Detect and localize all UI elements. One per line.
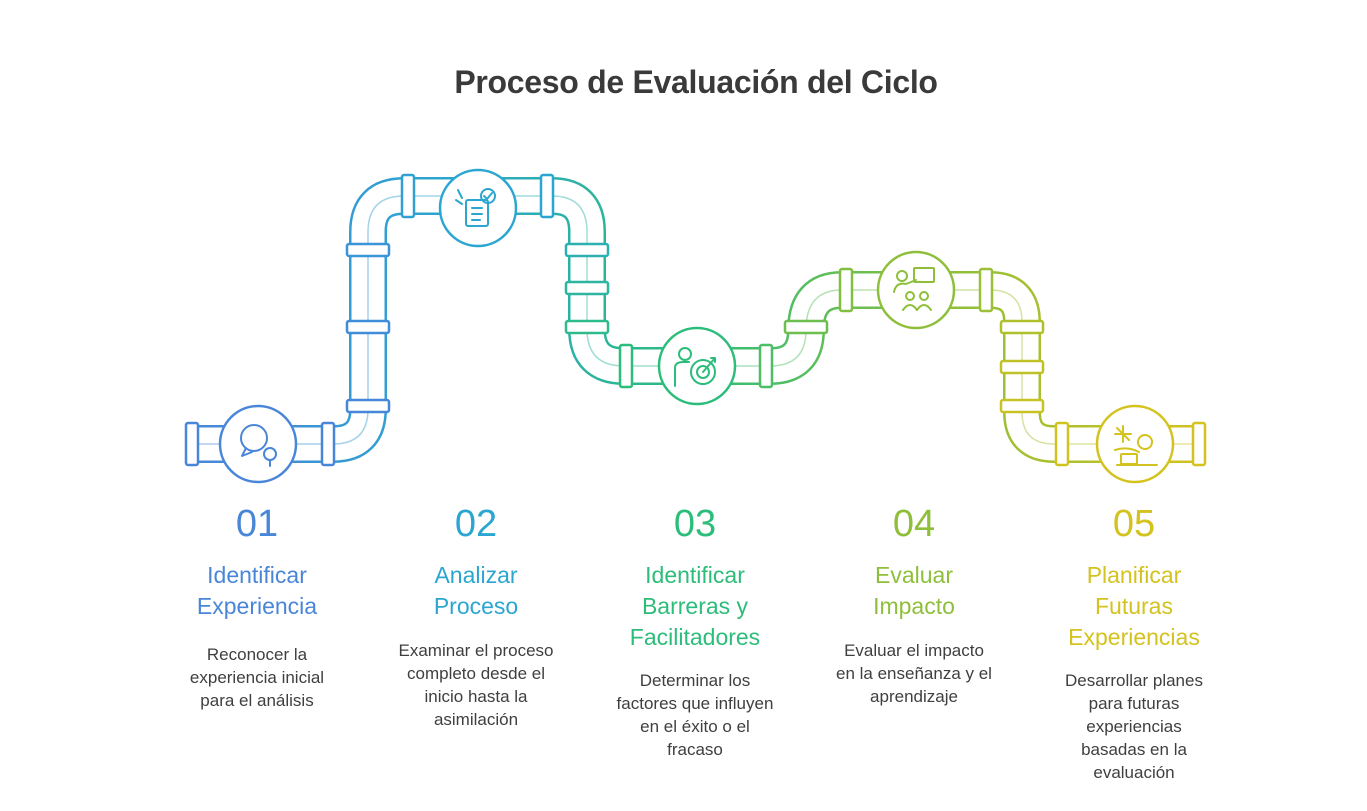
pipeline-diagram: [184, 168, 1207, 484]
teacher-students-icon: [876, 250, 956, 330]
step-number: 04: [892, 503, 936, 545]
pipe-coupler: [999, 319, 1045, 335]
pipe-coupler: [1054, 421, 1070, 467]
step-description: Reconocer la experiencia inicial para el…: [189, 645, 325, 710]
planning-workspace-icon: [1095, 404, 1175, 484]
pipe-coupler: [564, 280, 610, 296]
pipe-coupler: [783, 319, 829, 335]
pipe-coupler: [539, 173, 555, 219]
step-number: 03: [673, 503, 717, 545]
step-description: Desarrollar planes para futuras experien…: [1065, 671, 1203, 782]
step-description: Examinar el proceso completo desde el in…: [398, 641, 554, 729]
pipe-coupler: [345, 242, 391, 258]
pipe-coupler: [564, 319, 610, 335]
pipe-coupler: [345, 398, 391, 414]
pipe-coupler: [320, 421, 336, 467]
step-heading: Analizar Proceso: [433, 562, 519, 619]
pipe-coupler: [999, 359, 1045, 375]
pipe-coupler: [999, 398, 1045, 414]
step-1: 01 Identificar Experiencia Reconocer la …: [157, 500, 357, 712]
pipe-coupler: [400, 173, 416, 219]
step-5: 05 Planificar Futuras Experiencias Desar…: [1034, 500, 1234, 784]
step-3: 03 Identificar Barreras y Facilitadores …: [595, 500, 795, 761]
pipe-coupler: [184, 421, 200, 467]
pipe-coupler: [345, 319, 391, 335]
step-icons: [218, 168, 1175, 484]
person-target-icon: [657, 326, 737, 406]
step-heading: Identificar Barreras y Facilitadores: [629, 562, 761, 650]
step-heading: Identificar Experiencia: [196, 562, 318, 619]
checklist-analysis-icon: [438, 168, 518, 248]
pipe-coupler: [1191, 421, 1207, 467]
step-number: 02: [454, 503, 498, 545]
step-description: Determinar los factores que influyen en …: [616, 671, 774, 759]
step-heading: Planificar Futuras Experiencias: [1068, 562, 1200, 650]
pipe-coupler: [564, 242, 610, 258]
step-number: 05: [1112, 503, 1156, 545]
pipe-coupler: [758, 343, 774, 389]
pipe-coupler: [978, 267, 994, 313]
step-2: 02 Analizar Proceso Examinar el proceso …: [376, 500, 576, 731]
step-4: 04 Evaluar Impacto Evaluar el impacto en…: [814, 500, 1014, 708]
pipe-coupler: [618, 343, 634, 389]
pipe-couplers: [184, 173, 1207, 467]
pipe-coupler: [838, 267, 854, 313]
person-search-icon: [218, 404, 298, 484]
step-number: 01: [235, 503, 279, 545]
step-heading: Evaluar Impacto: [873, 562, 955, 619]
step-description: Evaluar el impacto en la enseñanza y el …: [836, 641, 992, 706]
diagram-title: Proceso de Evaluación del Ciclo: [454, 64, 938, 100]
